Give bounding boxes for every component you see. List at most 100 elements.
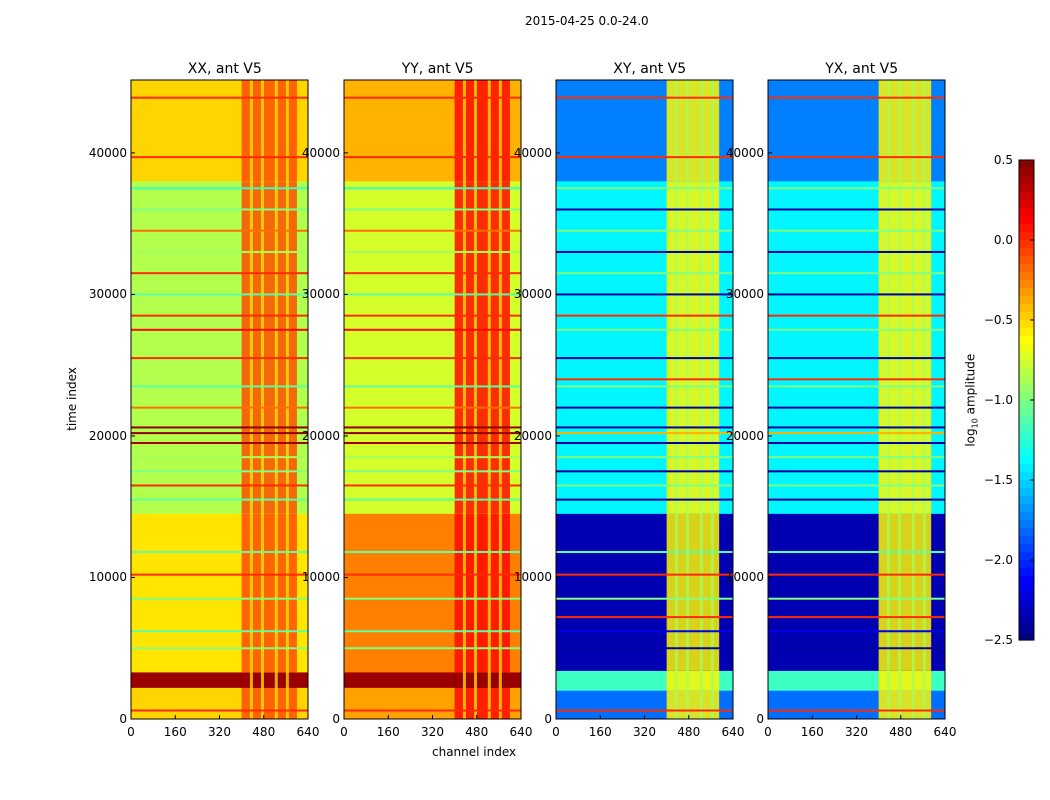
heatmap-stripe <box>131 597 308 600</box>
y-tick-label: 40000 <box>88 145 127 160</box>
suptitle: 2015-04-25 0.0-24.0 <box>525 14 649 28</box>
heatmap-stripe <box>131 630 308 633</box>
x-tick-label: 0 <box>552 725 560 739</box>
heatmap-stripe <box>768 630 945 633</box>
heatmap-stripe <box>344 208 521 211</box>
heatmap-stripe <box>344 406 521 409</box>
y-tick-label: 0 <box>544 712 552 726</box>
colorbar-segment <box>1019 424 1034 433</box>
colorbar-segment <box>1019 584 1034 593</box>
x-tick-label: 320 <box>633 725 656 739</box>
y-tick-label: 10000 <box>301 570 340 585</box>
colorbar-segment <box>1019 312 1034 321</box>
x-tick-label: 480 <box>889 725 913 739</box>
heatmap-stripe <box>344 328 521 331</box>
heatmap-stripe <box>768 328 945 331</box>
heatmap-stripe <box>768 378 945 381</box>
heatmap-stripe <box>768 426 945 429</box>
heatmap-stripe <box>556 328 733 331</box>
x-tick-label: 0 <box>764 725 772 739</box>
colorbar-segment <box>1019 360 1034 369</box>
colorbar-segment <box>1019 616 1034 625</box>
colorbar-segment <box>1019 536 1034 545</box>
colorbar-segment <box>1019 496 1034 505</box>
colorbar-segment <box>1019 328 1034 337</box>
colorbar-segment <box>1019 200 1034 209</box>
y-tick-label: 30000 <box>88 287 127 302</box>
heatmap-stripe <box>556 357 733 360</box>
heatmap-stripe <box>131 385 308 388</box>
heatmap-stripe <box>556 208 733 211</box>
heatmap-stripe <box>768 208 945 211</box>
heatmap-stripe <box>768 597 945 600</box>
colorbar-segment <box>1019 344 1034 353</box>
heatmap-stripe <box>344 647 521 650</box>
heatmap-stripe <box>768 96 945 99</box>
y-tick-label: 0 <box>119 712 127 726</box>
heatmap-stripe <box>556 616 733 619</box>
heatmap-stripe <box>768 470 945 473</box>
heatmap-stripe <box>344 432 521 435</box>
x-tick-label: 320 <box>845 725 868 739</box>
heatmap-stripe <box>556 250 733 253</box>
colorbar-segment <box>1019 168 1034 177</box>
heatmap-stripe <box>131 426 308 429</box>
heatmap-stripe <box>344 456 521 459</box>
colorbar-segment <box>1019 464 1034 473</box>
y-tick-label: 40000 <box>513 145 552 160</box>
y-tick-label: 20000 <box>88 428 127 443</box>
x-tick-label: 320 <box>208 725 231 739</box>
heatmap-stripe <box>131 498 308 501</box>
colorbar-segment <box>1019 184 1034 193</box>
colorbar-segment <box>1019 624 1034 633</box>
rfi-column <box>274 80 278 719</box>
y-tick-label: 10000 <box>725 570 764 585</box>
colorbar-segment <box>1019 568 1034 577</box>
rfi-column <box>685 80 689 719</box>
rfi-column <box>710 80 714 719</box>
panel-title: XX, ant V5 <box>187 61 262 77</box>
heatmap-stripe <box>131 456 308 459</box>
x-tick-label: 480 <box>677 725 701 739</box>
colorbar-segment <box>1019 480 1034 489</box>
heatmap-stripe <box>556 709 733 712</box>
heatmap-stripe <box>131 293 308 296</box>
colorbar-tick-label: 0.5 <box>993 153 1013 167</box>
colorbar-segment <box>1019 296 1034 305</box>
colorbar-segment <box>1019 504 1034 513</box>
heatmap-stripe <box>556 293 733 296</box>
colorbar-segment <box>1019 432 1034 441</box>
y-tick-label: 40000 <box>301 145 340 160</box>
heatmap-stripe <box>556 456 733 459</box>
panel-title: YX, ant V5 <box>825 61 899 77</box>
colorbar-tick-label: −2.0 <box>983 553 1013 567</box>
colorbar-segment <box>1019 352 1034 361</box>
heatmap-stripe <box>768 156 945 159</box>
heatmap-stripe <box>556 187 733 190</box>
y-tick-label: 30000 <box>725 287 764 302</box>
colorbar-segment <box>1019 560 1034 569</box>
heatmap-stripe <box>131 442 308 445</box>
heatmap-stripe <box>768 616 945 619</box>
colorbar-segment <box>1019 456 1034 465</box>
heatmap-stripe <box>768 550 945 553</box>
heatmap-stripe <box>131 484 308 487</box>
colorbar-segment <box>1019 600 1034 609</box>
x-tick-label: 160 <box>163 725 187 739</box>
x-tick-label: 160 <box>376 725 400 739</box>
heatmap-stripe <box>768 250 945 253</box>
heatmap-stripe <box>344 573 521 576</box>
y-tick-label: 30000 <box>301 287 340 302</box>
colorbar-segment <box>1019 320 1034 329</box>
heatmap-stripe <box>131 229 308 232</box>
colorbar-segment <box>1019 376 1034 385</box>
heatmap-stripe <box>556 647 733 650</box>
y-tick-label: 10000 <box>88 570 127 585</box>
heatmap-stripe <box>344 498 521 501</box>
x-tick-label: 640 <box>933 725 957 739</box>
rfi-column <box>498 80 502 719</box>
colorbar-segment <box>1019 224 1034 233</box>
heatmap-stripe <box>768 573 945 576</box>
colorbar-segment <box>1019 552 1034 561</box>
